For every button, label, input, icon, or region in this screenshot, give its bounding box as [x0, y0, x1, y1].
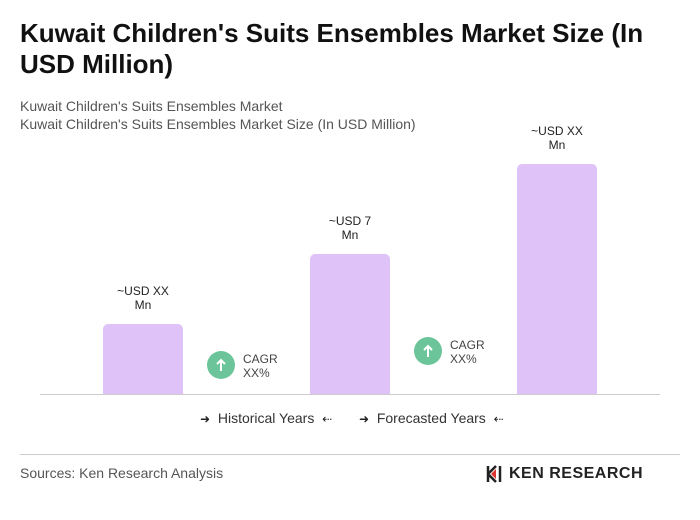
- bar: [103, 324, 183, 394]
- source: Sources: Ken Research Analysis: [20, 465, 224, 481]
- legend-label: Historical Years: [217, 410, 315, 426]
- bar: [517, 164, 597, 394]
- cagr-label: CAGR XX%: [450, 338, 485, 366]
- cagr-label: CAGR XX%: [243, 352, 278, 380]
- cagr-icon: [207, 351, 235, 379]
- value-label: ~USD 7 Mn: [328, 214, 372, 242]
- divider: [20, 454, 680, 455]
- chart-title: Kuwait Children's Suits Ensembles Market…: [20, 18, 644, 79]
- arrow-icon: [216, 358, 226, 371]
- logo: KEN RESEARCH: [486, 464, 643, 484]
- baseline: [40, 394, 660, 395]
- legend-label: Forecasted Years: [376, 410, 486, 426]
- cagr-icon: [414, 337, 442, 365]
- value-label: ~USD XX Mn: [531, 124, 583, 152]
- bar: [310, 254, 390, 394]
- arrow-icon: [423, 344, 433, 357]
- subtitle: Kuwait Children's Suits Ensembles Market…: [20, 116, 416, 132]
- value-label: ~USD XX Mn: [117, 284, 169, 312]
- legend-item: ➜ Historical Years ⇠: [200, 410, 333, 426]
- logo-icon: [486, 465, 502, 483]
- legend-item: ➜ Forecasted Years ⇠: [359, 410, 504, 426]
- logo-text: KEN RESEARCH: [509, 465, 644, 482]
- subtitle: Kuwait Children's Suits Ensembles Market: [20, 98, 283, 114]
